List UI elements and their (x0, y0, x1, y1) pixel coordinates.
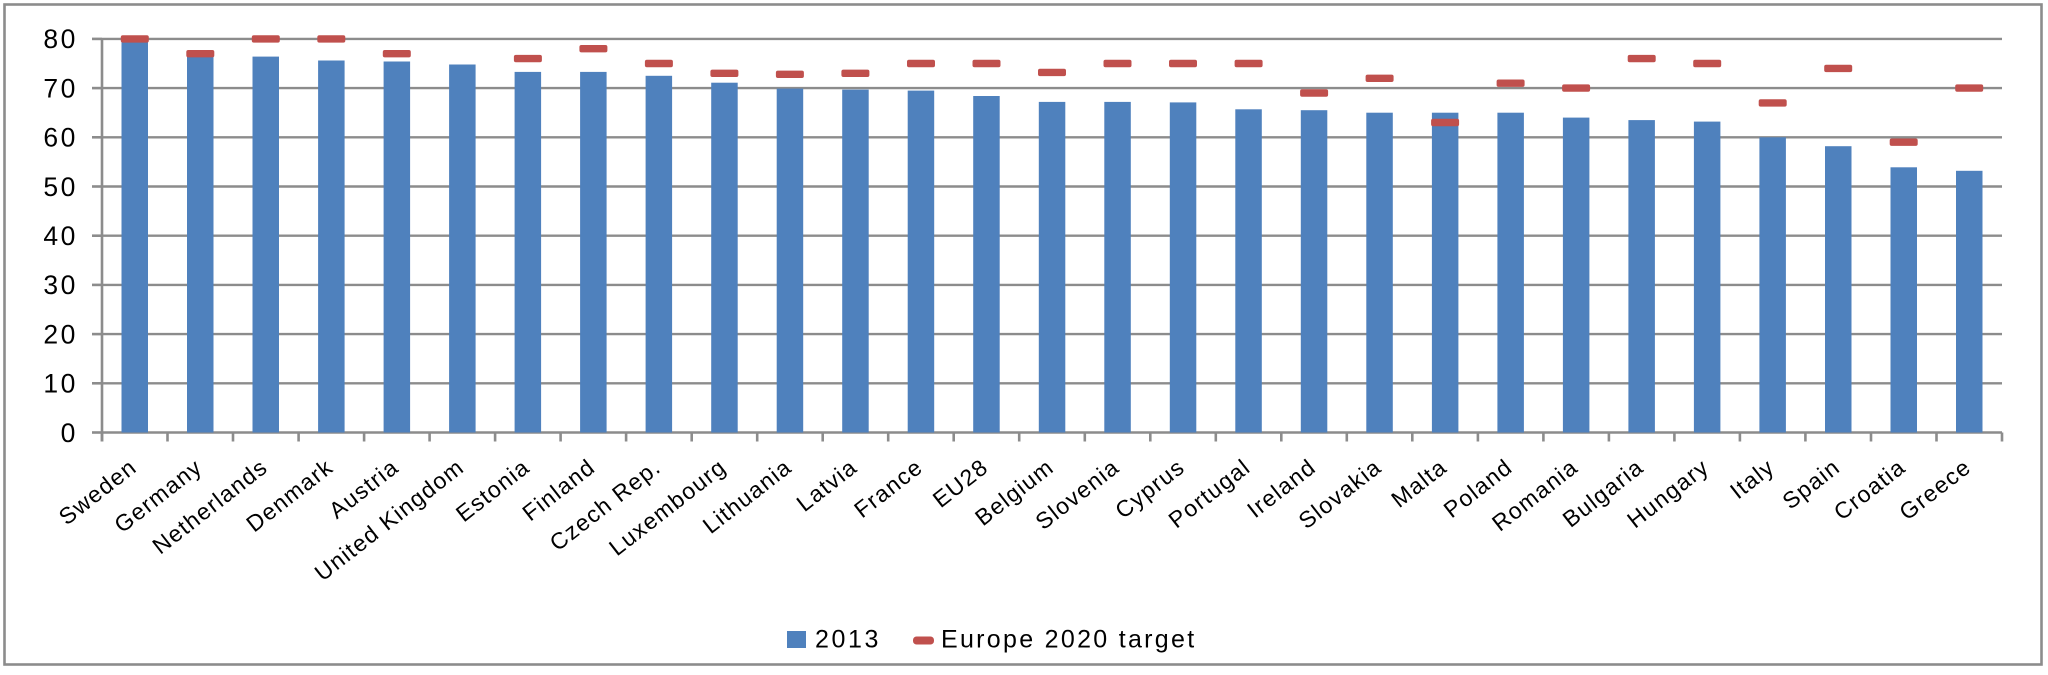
svg-text:Europe 2020 target: Europe 2020 target (941, 626, 1196, 654)
svg-text:50: 50 (43, 172, 78, 202)
svg-text:0: 0 (61, 418, 78, 448)
svg-text:2013: 2013 (815, 626, 881, 654)
svg-text:30: 30 (43, 270, 78, 300)
svg-text:80: 80 (43, 24, 78, 54)
svg-text:60: 60 (43, 123, 78, 153)
svg-text:70: 70 (43, 73, 78, 103)
svg-text:40: 40 (43, 221, 78, 251)
svg-text:10: 10 (43, 369, 78, 399)
svg-text:20: 20 (43, 319, 78, 349)
